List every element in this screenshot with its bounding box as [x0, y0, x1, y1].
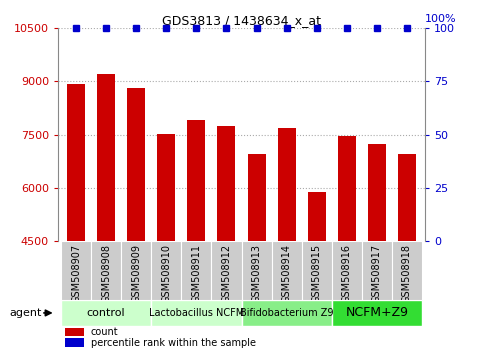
Bar: [61, 300, 151, 326]
Text: agent: agent: [10, 308, 42, 318]
Bar: [181, 241, 212, 300]
Bar: [187, 120, 205, 241]
Bar: [278, 128, 296, 241]
Bar: [65, 328, 84, 336]
Bar: [362, 241, 392, 300]
Bar: [127, 88, 145, 241]
Text: 100%: 100%: [425, 14, 456, 24]
Bar: [271, 241, 302, 300]
Text: GSM508917: GSM508917: [372, 244, 382, 303]
Text: GSM508916: GSM508916: [342, 244, 352, 303]
Bar: [242, 241, 271, 300]
Bar: [65, 338, 84, 347]
Text: GSM508907: GSM508907: [71, 244, 81, 303]
Text: Bifidobacterium Z9: Bifidobacterium Z9: [240, 308, 333, 318]
Text: GSM508910: GSM508910: [161, 244, 171, 303]
Text: Lactobacillus NCFM: Lactobacillus NCFM: [149, 308, 244, 318]
Text: GSM508914: GSM508914: [282, 244, 292, 303]
Bar: [97, 74, 115, 241]
Bar: [242, 300, 332, 326]
Bar: [67, 84, 85, 241]
Text: GSM508918: GSM508918: [402, 244, 412, 303]
Bar: [157, 134, 175, 241]
Bar: [332, 241, 362, 300]
Bar: [151, 241, 181, 300]
Bar: [217, 126, 236, 241]
Bar: [338, 136, 356, 241]
Text: GSM508915: GSM508915: [312, 244, 322, 303]
Bar: [302, 241, 332, 300]
Text: count: count: [91, 327, 119, 337]
Bar: [392, 241, 422, 300]
Bar: [121, 241, 151, 300]
Bar: [308, 192, 326, 241]
Text: GSM508908: GSM508908: [101, 244, 111, 303]
Text: GSM508912: GSM508912: [222, 244, 231, 303]
Text: GSM508909: GSM508909: [131, 244, 141, 303]
Bar: [151, 300, 242, 326]
Bar: [212, 241, 242, 300]
Text: percentile rank within the sample: percentile rank within the sample: [91, 338, 256, 348]
Text: GSM508911: GSM508911: [191, 244, 201, 303]
Title: GDS3813 / 1438634_x_at: GDS3813 / 1438634_x_at: [162, 14, 321, 27]
Bar: [247, 154, 266, 241]
Bar: [61, 241, 91, 300]
Bar: [332, 300, 422, 326]
Bar: [91, 241, 121, 300]
Text: control: control: [87, 308, 126, 318]
Text: GSM508913: GSM508913: [252, 244, 261, 303]
Bar: [368, 144, 386, 241]
Text: NCFM+Z9: NCFM+Z9: [345, 307, 409, 319]
Bar: [398, 154, 416, 241]
